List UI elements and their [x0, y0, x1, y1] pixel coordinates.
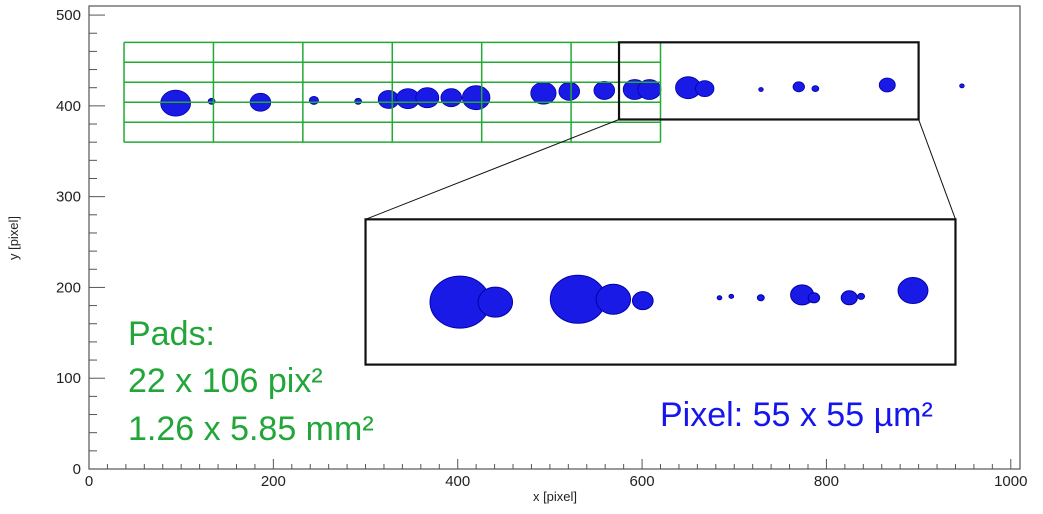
hit-cluster	[959, 83, 965, 89]
inset-hit-cluster	[477, 286, 514, 318]
hit-cluster	[440, 88, 463, 108]
hit-cluster	[461, 85, 491, 111]
zoom-source-rect	[617, 41, 920, 121]
pixel-size-annotation: Pixel: 55 x 55 µm²	[660, 396, 933, 434]
pads-annotation-title: Pads:	[128, 315, 215, 353]
hit-cluster	[811, 85, 820, 93]
hit-cluster	[354, 97, 363, 105]
x-tick-label: 600	[630, 473, 655, 490]
hit-cluster	[160, 89, 191, 117]
x-tick-label: 1000	[994, 473, 1027, 490]
hit-cluster	[308, 96, 319, 105]
inset-hit-cluster	[807, 292, 821, 304]
hit-cluster	[415, 87, 440, 109]
hit-cluster	[530, 81, 557, 105]
inset-hit-cluster	[756, 294, 765, 302]
x-tick-label: 400	[445, 473, 470, 490]
inset-hit-cluster	[897, 277, 929, 305]
zoom-source-box	[365, 41, 956, 220]
x-tick-label: 0	[85, 473, 93, 490]
hit-cluster	[695, 80, 715, 98]
inset-hit-cluster	[857, 292, 866, 300]
y-tick-label: 100	[56, 370, 81, 387]
inset-hit-cluster	[728, 293, 735, 299]
zoom-connector	[365, 119, 620, 220]
zoom-inset	[364, 218, 957, 366]
x-tick-label: 800	[814, 473, 839, 490]
inset-hit-cluster	[631, 291, 654, 311]
y-tick-label: 500	[56, 7, 81, 24]
hit-cluster	[878, 77, 896, 93]
x-tick-label: 200	[261, 473, 286, 490]
hit-cluster	[792, 81, 805, 93]
zoom-connector	[918, 119, 956, 220]
inset-hit-cluster	[595, 283, 632, 315]
y-tick-label: 300	[56, 189, 81, 206]
axis-ticks: 0 200 400 600 800 1000 0 100 200 300 400 500	[56, 7, 1028, 490]
hit-cluster	[558, 81, 580, 101]
y-tick-label: 200	[56, 279, 81, 296]
hit-cluster	[593, 81, 616, 100]
inset-hit-cluster	[716, 295, 723, 301]
pads-annotation-mm: 1.26 x 5.85 mm²	[128, 410, 374, 448]
x-axis-title: x [pixel]	[533, 489, 577, 504]
y-tick-label: 400	[56, 98, 81, 115]
inset-hit-cluster	[840, 290, 858, 306]
pads-annotation-pixels: 22 x 106 pix²	[128, 362, 323, 400]
hit-cluster	[758, 87, 764, 92]
hit-cluster	[377, 90, 400, 109]
hit-clusters	[160, 76, 965, 117]
y-tick-label: 0	[73, 461, 81, 478]
y-axis-title: y [pixel]	[6, 216, 21, 260]
pad-grid	[123, 41, 662, 143]
